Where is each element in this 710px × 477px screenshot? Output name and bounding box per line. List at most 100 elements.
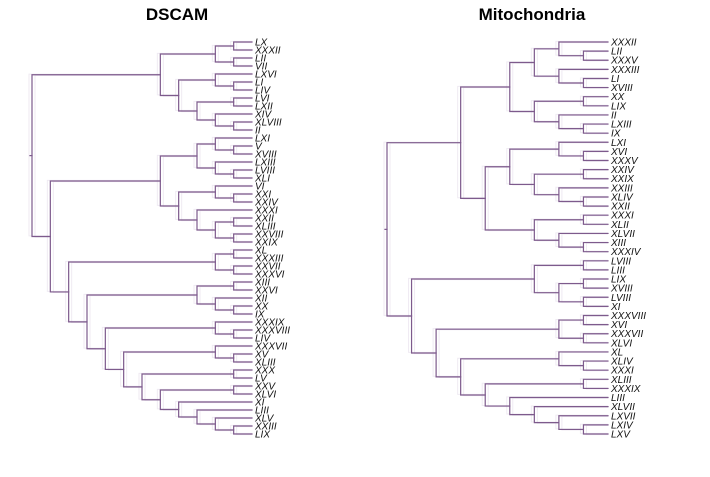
- mito-tip-label-4: LI: [611, 74, 620, 85]
- mito-clade-15-ghost-1: [536, 174, 584, 196]
- mito-clade-40-ghost-0: [432, 328, 559, 377]
- mito-clade-35-ghost-0: [555, 414, 608, 430]
- mito-clade-14-ghost-1: [561, 187, 608, 203]
- mito-clade-19-ghost-1: [561, 233, 608, 249]
- mito-clade-27-ghost-0: [530, 264, 584, 293]
- mito-clade-23-branch: [582, 260, 609, 271]
- dscam-clade-44-ghost-1: [107, 328, 216, 371]
- dscam-tip-label-42: LV: [255, 374, 268, 385]
- dscam-clade-21-ghost-1: [199, 210, 252, 232]
- mito-tip-label-7: LIX: [611, 101, 626, 112]
- dscam-tip-label-29: XXXVI: [254, 270, 285, 281]
- mito-tip-label-43: LXV: [611, 430, 631, 441]
- dscam-clade-34-ghost-1: [217, 346, 252, 360]
- dscam-tip-label-21: XXXI: [254, 206, 278, 217]
- mito-tip-label-30: XXXVIII: [610, 311, 646, 322]
- mito-tip-label-21: XLVII: [610, 229, 635, 240]
- mito-clade-18-branch: [582, 241, 609, 253]
- mito-tip-label-24: LVIII: [611, 256, 631, 267]
- mito-clade-7-ghost-0: [555, 113, 608, 129]
- mito-tip-label-31: XVI: [610, 320, 627, 331]
- dscam-tip-label-44: XLVI: [254, 390, 276, 401]
- mito-clade-38-ghost-1: [487, 383, 584, 408]
- dscam-tip-label-11: II: [255, 126, 261, 137]
- mito-tip-label-2: XXXV: [610, 56, 639, 67]
- mito-tip-label-28: LVIII: [611, 293, 631, 304]
- mito-clade-40-ghost-1: [438, 329, 559, 378]
- dscam-clade-42-ghost-0: [138, 372, 234, 400]
- mito-tip-label-34: XL: [610, 347, 623, 358]
- dscam-tip-label-37: LIV: [255, 334, 271, 345]
- dscam-tip-label-40: XLIII: [254, 358, 276, 369]
- dscam-tip-label-25: XXIX: [254, 238, 278, 249]
- dscam-tip-label-17: XLI: [254, 174, 270, 185]
- dscam-clade-45-ghost-0: [83, 293, 197, 349]
- dscam-clade-45-branch: [86, 294, 198, 350]
- dscam-clade-17-ghost-1: [217, 186, 252, 200]
- dscam-clade-43-branch: [123, 351, 216, 388]
- mito-tip-label-20: XLII: [610, 220, 629, 231]
- mito-clade-30-ghost-0: [555, 318, 584, 339]
- dscam-clade-22-ghost-1: [181, 192, 216, 222]
- dscam-clade-23-ghost-1: [162, 156, 197, 208]
- mito-clade-42-ghost-1: [389, 142, 461, 318]
- dscam-tip-label-41: XXX: [254, 366, 275, 377]
- mito-tip-label-16: XXIII: [610, 183, 633, 194]
- mito-clade-8-ghost-1: [536, 101, 584, 123]
- dscam-clade-47-branch: [49, 180, 161, 293]
- mito-tip-label-5: XVIII: [610, 83, 633, 94]
- mito-tip-label-11: LXI: [611, 138, 626, 149]
- mito-clade-38-branch: [484, 383, 585, 407]
- dscam-tip-label-3: VII: [255, 62, 267, 73]
- dscam-tip-label-26: XL: [254, 246, 267, 257]
- mito-clade-32-ghost-0: [555, 350, 608, 366]
- mito-clade-3-ghost-0: [555, 68, 608, 83]
- mito-clade-2-branch: [582, 77, 609, 89]
- mito-clade-21-ghost-1: [487, 166, 535, 232]
- mito-clade-5-ghost-1: [585, 96, 608, 107]
- mito-clade-29-branch: [582, 333, 609, 344]
- dscam-tip-label-20: XXIV: [254, 198, 279, 209]
- mito-tip-label-37: XLIII: [610, 375, 632, 386]
- dscam-dendrogram: LXXXXIILIIVIILXVILILIVLVILXIIXIVXLVIIIII…: [28, 38, 290, 441]
- mito-clade-18-ghost-0: [579, 241, 608, 252]
- mito-tip-label-1: LII: [611, 47, 622, 58]
- mito-tip-label-14: XXIV: [610, 165, 635, 176]
- dscam-tip-label-32: XII: [254, 294, 267, 305]
- dscam-tip-label-0: LX: [255, 38, 268, 49]
- mito-clade-12-branch: [582, 169, 609, 180]
- mito-tip-label-13: XXXV: [610, 156, 639, 167]
- dscam-tip-label-8: LXII: [255, 102, 273, 113]
- mito-tip-label-8: II: [611, 110, 617, 121]
- dscam-tip-label-15: LXIII: [255, 158, 276, 169]
- dscam-tip-label-39: XV: [254, 350, 270, 361]
- dscam-clade-39-ghost-0: [193, 408, 252, 424]
- dscam-tip-label-18: VI: [255, 182, 265, 193]
- dscam-clade-47-ghost-1: [52, 181, 161, 294]
- mito-tip-label-26: LIX: [611, 275, 626, 286]
- mito-clade-42-branch: [386, 142, 462, 317]
- mito-tip-label-33: XLVI: [610, 338, 632, 349]
- mito-tip-label-17: XLIV: [610, 192, 634, 203]
- dscam-tip-label-38: XXXVII: [254, 342, 287, 353]
- dscam-tip-label-13: V: [255, 142, 263, 153]
- mito-tip-label-23: XXXIV: [610, 247, 642, 258]
- dscam-tip-label-16: LVIII: [255, 166, 275, 177]
- dscam-clade-30-ghost-1: [199, 286, 234, 306]
- mito-clade-8-ghost-0: [530, 100, 584, 122]
- mito-clade-10-branch: [582, 150, 609, 162]
- mito-clade-24-branch: [582, 278, 609, 289]
- dscam-clade-29-ghost-1: [217, 298, 252, 312]
- dscam-tip-label-31: XXVI: [254, 286, 278, 297]
- dscam-tip-label-12: LXI: [255, 134, 270, 145]
- dscam-tip-label-22: XXII: [254, 214, 274, 225]
- mito-tip-label-25: LIII: [611, 265, 625, 276]
- mito-tip-label-41: LXVII: [611, 411, 636, 422]
- mito-tip-label-38: XXXIX: [610, 384, 641, 395]
- dscam-clade-4-ghost-1: [217, 74, 252, 88]
- mito-tip-label-32: XXXVII: [610, 329, 643, 340]
- mitochondria-dendrogram: XXXIILIIXXXVXXXIIILIXVIIIXXLIXIILXIIIIXL…: [383, 38, 646, 441]
- dscam-clade-41-ghost-0: [156, 388, 234, 410]
- mito-clade-13-branch: [582, 196, 609, 207]
- dscam-clade-10-branch: [159, 53, 216, 97]
